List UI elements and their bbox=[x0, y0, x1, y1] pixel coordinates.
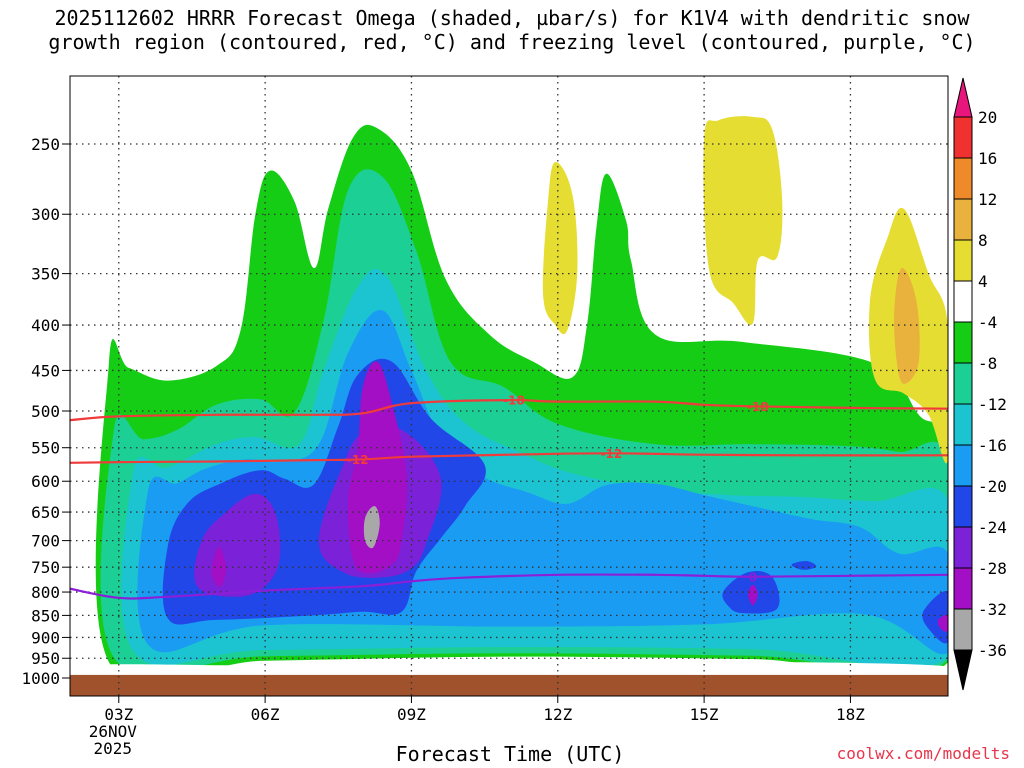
colorbar-label-20: 20 bbox=[978, 108, 997, 127]
contour-lines: -18 -18 -12 -12 0 bbox=[70, 394, 948, 600]
y-tick-label-900: 900 bbox=[31, 628, 60, 647]
plot-frame bbox=[69, 75, 949, 697]
omega-region-bm24_m20-7 bbox=[922, 590, 948, 644]
omega-region-bm32_m28-12 bbox=[748, 584, 758, 606]
x-axis-label: Forecast Time (UTC) bbox=[395, 742, 625, 766]
x-tick-label-12Z: 12Z bbox=[543, 705, 572, 724]
colorbar-swatch-bm8_m4 bbox=[953, 321, 973, 364]
colorbar-label--4: -4 bbox=[978, 313, 997, 332]
colorbar-bottom-arrow bbox=[953, 649, 973, 691]
y-tick-label-750: 750 bbox=[31, 558, 60, 577]
contour-label-dgz-minus12-2: -12 bbox=[347, 453, 369, 467]
colorbar-swatch-bm32_m28 bbox=[953, 567, 973, 610]
title-line-1: 2025112602 HRRR Forecast Omega (shaded, … bbox=[54, 6, 970, 30]
colorbar-swatch-bm4_4 bbox=[953, 280, 973, 323]
contour-label-freezing-level-0-4: 0 bbox=[749, 570, 757, 584]
gridlines bbox=[70, 76, 948, 696]
colorbar-swatch-b12_16 bbox=[953, 157, 973, 200]
x-tick-label-18Z: 18Z bbox=[836, 705, 865, 724]
x-tick-label-03Z: 03Z bbox=[104, 705, 133, 724]
contour-dgz-minus18 bbox=[70, 398, 948, 422]
colorbar-swatch-b16_20 bbox=[953, 116, 973, 159]
y-tick-label-850: 850 bbox=[31, 606, 60, 625]
colorbar: 20 16 12 8 4 -4 -8 -12 -16 -20 -24 -28 -32 -36 bbox=[953, 77, 1007, 691]
colorbar-swatch-b4_8 bbox=[953, 239, 973, 282]
x-tick-year: 2025 bbox=[94, 739, 133, 758]
colorbar-label-8: 8 bbox=[978, 231, 988, 250]
y-tick-label-700: 700 bbox=[31, 532, 60, 551]
omega-region-b4_8-16 bbox=[703, 116, 783, 326]
contour-label-dgz-minus18-0: -18 bbox=[503, 394, 525, 408]
y-tick-label-500: 500 bbox=[31, 402, 60, 421]
x-tick-label-09Z: 09Z bbox=[397, 705, 426, 724]
omega-region-bm36_m32-14 bbox=[363, 505, 380, 549]
colorbar-label--36: -36 bbox=[978, 641, 1007, 660]
source-credit: coolwx.com/modelts bbox=[836, 744, 1010, 763]
colorbar-label--32: -32 bbox=[978, 600, 1007, 619]
colorbar-label-12: 12 bbox=[978, 190, 997, 209]
contour-dgz-minus12 bbox=[70, 452, 948, 464]
colorbar-label--16: -16 bbox=[978, 436, 1007, 455]
colorbar-swatch-bm12_m8 bbox=[953, 362, 973, 405]
x-tick-label-15Z: 15Z bbox=[690, 705, 719, 724]
y-tick-label-550: 550 bbox=[31, 439, 60, 458]
y-tick-label-1000: 1000 bbox=[21, 669, 60, 688]
y-tick-label-250: 250 bbox=[31, 135, 60, 154]
y-tick-label-950: 950 bbox=[31, 649, 60, 668]
omega-region-bm24_m20-6 bbox=[791, 560, 817, 570]
y-tick-label-400: 400 bbox=[31, 316, 60, 335]
colorbar-swatch-bm24_m20 bbox=[953, 485, 973, 528]
omega-region-b4_8-15 bbox=[542, 162, 578, 335]
colorbar-label--8: -8 bbox=[978, 354, 997, 373]
y-tick-label-800: 800 bbox=[31, 583, 60, 602]
colorbar-label--12: -12 bbox=[978, 395, 1007, 414]
colorbar-swatch-bm20_m16 bbox=[953, 444, 973, 487]
contour-label-dgz-minus18-1: -18 bbox=[747, 400, 769, 414]
colorbar-top-arrow bbox=[953, 77, 973, 118]
colorbar-label--24: -24 bbox=[978, 518, 1007, 537]
y-tick-label-600: 600 bbox=[31, 472, 60, 491]
contour-freezing-level-0 bbox=[70, 573, 948, 600]
omega-region-bm32_m28-11 bbox=[211, 547, 227, 588]
ground-band bbox=[70, 674, 948, 696]
contour-label-dgz-minus12-3: -12 bbox=[601, 447, 623, 461]
omega-region-bm32_m28-13 bbox=[937, 614, 948, 632]
title-line-2: growth region (contoured, red, °C) and f… bbox=[48, 30, 976, 54]
colorbar-swatch-bm36_m32 bbox=[953, 608, 973, 651]
y-tick-label-350: 350 bbox=[31, 265, 60, 284]
y-tick-label-450: 450 bbox=[31, 361, 60, 380]
omega-region-b8_12-18 bbox=[894, 267, 920, 384]
x-tick-date: 26NOV bbox=[89, 722, 138, 741]
colorbar-label--28: -28 bbox=[978, 559, 1007, 578]
colorbar-swatch-bm28_m24 bbox=[953, 526, 973, 569]
x-tick-label-06Z: 06Z bbox=[251, 705, 280, 724]
colorbar-label-4: 4 bbox=[978, 272, 988, 291]
y-tick-label-300: 300 bbox=[31, 205, 60, 224]
colorbar-label-16: 16 bbox=[978, 149, 997, 168]
colorbar-label--20: -20 bbox=[978, 477, 1007, 496]
y-tick-label-650: 650 bbox=[31, 503, 60, 522]
y-axis-pressure: 250 300 350 400 450 500 550 600 650 700 750 800 850 9… bbox=[21, 135, 70, 688]
colorbar-swatch-bm16_m12 bbox=[953, 403, 973, 446]
ground-layer bbox=[70, 674, 948, 696]
colorbar-swatch-b8_12 bbox=[953, 198, 973, 241]
chart-title: 2025112602 HRRR Forecast Omega (shaded, … bbox=[0, 6, 1024, 54]
